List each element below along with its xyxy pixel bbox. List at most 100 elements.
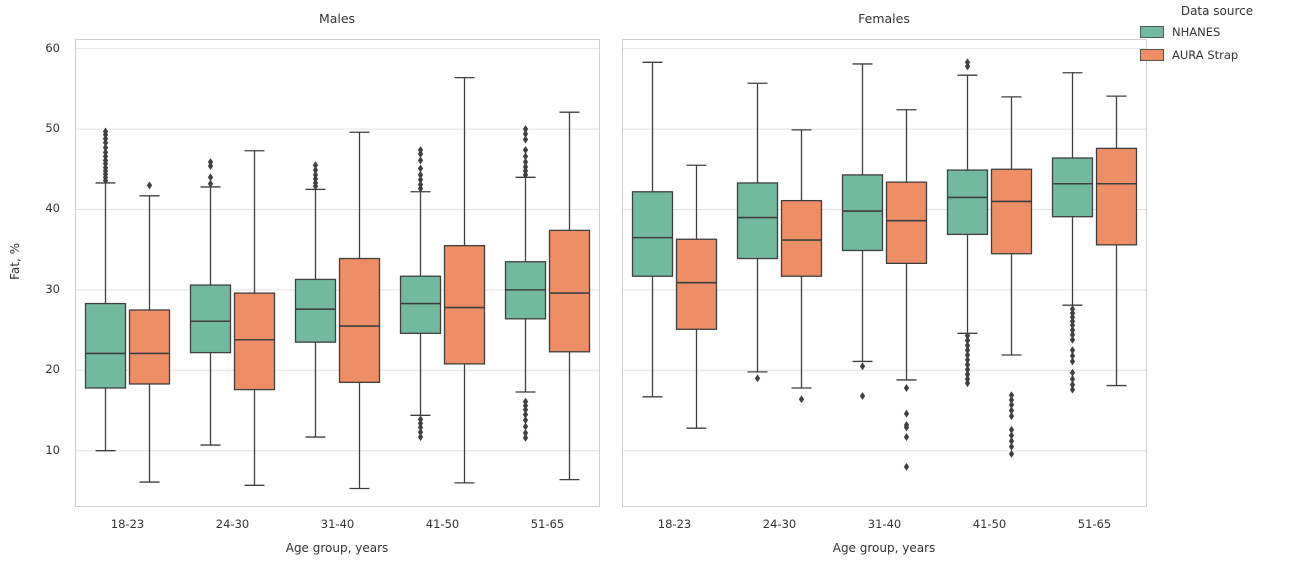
x-tick-label: 41-50 [972, 517, 1007, 531]
y-axis-label: Fat, % [8, 243, 22, 280]
outlier-point [1069, 357, 1076, 366]
outlier-point [522, 157, 529, 167]
iqr-box [189, 284, 232, 354]
outlier-point [102, 148, 109, 157]
outlier-point [522, 135, 529, 144]
iqr-box [1095, 147, 1138, 246]
outlier-point [522, 125, 529, 134]
outlier-point [102, 143, 109, 152]
outlier-point [417, 432, 424, 442]
box-nhanes-31-40 [841, 63, 884, 401]
box-aura-41-50 [990, 96, 1033, 458]
outlier-point [522, 145, 529, 155]
outlier-point [417, 180, 424, 189]
outlier-point [522, 162, 529, 171]
box-aura-18-23 [128, 181, 171, 483]
outlier-point [417, 164, 424, 173]
box-nhanes-18-23 [84, 127, 127, 452]
males-panel-plot [75, 39, 600, 507]
outlier-point [312, 161, 319, 170]
box-nhanes-24-30 [189, 157, 232, 446]
outlier-point [859, 362, 866, 371]
legend-swatch-aura-strap [1140, 49, 1164, 61]
panel-spines [75, 39, 600, 507]
outlier-point [207, 173, 214, 182]
outlier-point [964, 58, 971, 67]
outlier-point [1069, 385, 1076, 394]
iqr-box [675, 238, 718, 330]
y-tick-label: 40 [45, 201, 60, 216]
iqr-box [1051, 157, 1094, 218]
iqr-box [294, 278, 337, 343]
outlier-point [903, 409, 910, 418]
iqr-box [736, 182, 779, 260]
facet-title-males: Males [318, 11, 356, 26]
outlier-point [903, 383, 910, 393]
outlier-point [102, 127, 109, 136]
outlier-point [859, 391, 866, 401]
outlier-point [522, 129, 529, 138]
x-tick-label: 24-30 [762, 517, 797, 531]
outlier-point [207, 157, 214, 167]
box-aura-51-65 [548, 111, 591, 481]
box-aura-51-65 [1095, 95, 1138, 387]
x-tick-label: 18-23 [657, 517, 692, 531]
box-nhanes-18-23 [631, 61, 674, 398]
legend-item-nhanes: NHANES [1140, 25, 1296, 39]
outlier-point [903, 432, 910, 442]
box-aura-31-40 [885, 109, 928, 471]
outlier-point [798, 395, 805, 404]
outlier-point [964, 379, 971, 388]
outlier-point [522, 433, 529, 442]
females-panel-plot [622, 39, 1147, 507]
x-tick-label: 41-50 [425, 517, 460, 531]
iqr-box [233, 292, 276, 391]
iqr-box [631, 191, 674, 277]
legend-label-aura-strap: AURA Strap [1172, 48, 1239, 62]
outlier-point [417, 145, 424, 155]
outlier-point [417, 175, 424, 184]
outlier-point [417, 170, 424, 179]
iqr-box [841, 174, 884, 252]
outlier-point [1069, 335, 1076, 344]
outlier-point [903, 462, 910, 471]
x-tick-label: 31-40 [867, 517, 902, 531]
outlier-point [903, 423, 910, 432]
iqr-box [946, 169, 989, 236]
x-tick-label: 18-23 [110, 517, 145, 531]
legend-title: Data source [1180, 4, 1254, 18]
box-aura-24-30 [233, 150, 276, 486]
box-aura-41-50 [443, 76, 486, 484]
iqr-box [443, 245, 486, 365]
males-x-axis-label: Age group, years [285, 541, 389, 555]
box-aura-31-40 [338, 131, 381, 490]
box-aura-24-30 [780, 129, 823, 404]
legend: Data source NHANES AURA Strap [1138, 4, 1296, 71]
outlier-point [146, 181, 153, 190]
outlier-point [417, 156, 424, 165]
outlier-point [1008, 442, 1015, 451]
box-nhanes-51-65 [504, 125, 547, 442]
outlier-point [522, 152, 529, 161]
legend-label-nhanes: NHANES [1172, 25, 1221, 39]
iqr-box [338, 257, 381, 384]
gridlines [75, 48, 600, 452]
box-aura-18-23 [675, 164, 718, 429]
iqr-box [548, 229, 591, 353]
iqr-box [399, 275, 442, 334]
box-nhanes-41-50 [399, 145, 442, 442]
outlier-point [1008, 412, 1015, 421]
box-nhanes-31-40 [294, 161, 337, 438]
outlier-point [1008, 449, 1015, 458]
outlier-point [312, 170, 319, 179]
legend-swatch-nhanes [1140, 26, 1164, 38]
iqr-box [885, 181, 928, 265]
x-tick-label: 31-40 [320, 517, 355, 531]
females-x-axis-label: Age group, years [832, 541, 936, 555]
panel-spines [622, 39, 1147, 507]
x-tick-label: 51-65 [530, 517, 565, 531]
y-tick-label: 50 [45, 121, 60, 136]
outlier-point [754, 374, 761, 383]
outlier-point [312, 166, 319, 175]
